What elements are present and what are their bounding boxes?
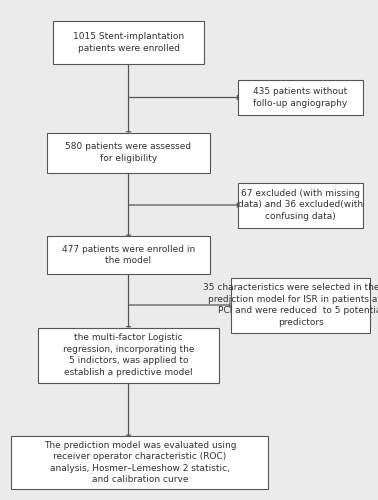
- FancyBboxPatch shape: [53, 21, 204, 63]
- Text: 1015 Stent-implantation
patients were enrolled: 1015 Stent-implantation patients were en…: [73, 32, 184, 52]
- Text: 35 characteristics were selected in the risk
prediction model for ISR in patient: 35 characteristics were selected in the …: [203, 284, 378, 327]
- Text: 477 patients were enrolled in
the model: 477 patients were enrolled in the model: [62, 245, 195, 265]
- FancyBboxPatch shape: [11, 436, 268, 489]
- Text: the multi-factor Logistic
regression, incorporating the
5 indictors, was applied: the multi-factor Logistic regression, in…: [63, 334, 194, 376]
- FancyBboxPatch shape: [231, 278, 370, 332]
- FancyBboxPatch shape: [38, 328, 219, 382]
- FancyBboxPatch shape: [238, 182, 363, 228]
- Text: 67 excluded (with missing
data) and 36 excluded(with
confusing data): 67 excluded (with missing data) and 36 e…: [238, 189, 363, 221]
- Text: The prediction model was evaluated using
receiver operator characteristic (ROC)
: The prediction model was evaluated using…: [43, 441, 236, 484]
- FancyBboxPatch shape: [238, 80, 363, 115]
- FancyBboxPatch shape: [47, 132, 210, 172]
- FancyBboxPatch shape: [47, 236, 210, 274]
- Text: 435 patients without
follo-up angiography: 435 patients without follo-up angiograph…: [253, 88, 348, 108]
- Text: 580 patients were assessed
for eligibility: 580 patients were assessed for eligibili…: [65, 142, 192, 163]
